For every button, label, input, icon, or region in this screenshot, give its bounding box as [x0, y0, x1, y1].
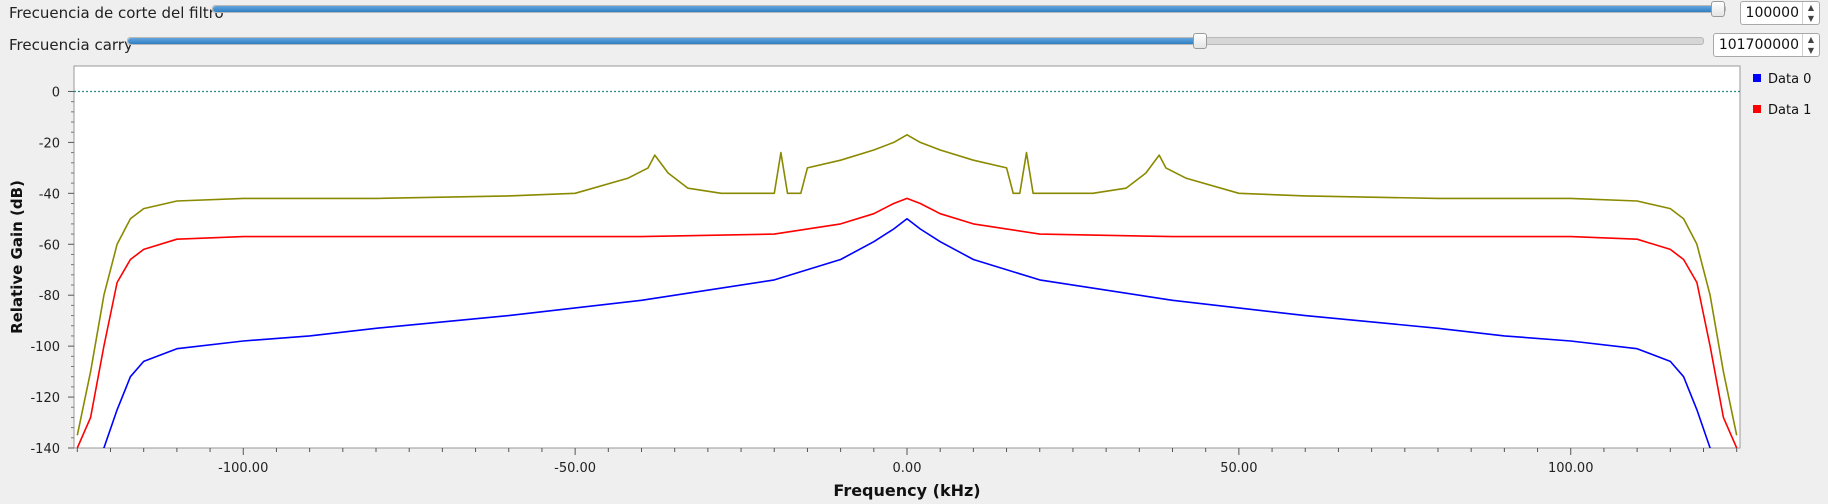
x-tick-label: 100.00	[1548, 461, 1594, 476]
x-axis: -100.00 -50.00 0.00 50.00 100.00	[76, 448, 1738, 476]
carry-spin-buttons: ▲ ▼	[1802, 34, 1819, 56]
x-axis-label: Frequency (kHz)	[833, 481, 980, 500]
cutoff-slider-handle[interactable]	[1711, 1, 1726, 17]
x-tick-label: -100.00	[218, 461, 268, 476]
spin-up-arrow-icon[interactable]: ▲	[1807, 3, 1815, 12]
y-tick-label: -100	[30, 340, 60, 355]
carry-spinbox[interactable]: 101700000 ▲ ▼	[1713, 33, 1820, 57]
cutoff-slider[interactable]	[212, 1, 1726, 17]
legend: Data 0 Data 1	[1753, 72, 1811, 118]
x-tick-label: 50.00	[1220, 461, 1257, 476]
series-line-0	[76, 134, 1738, 436]
cutoff-label: Frecuencia de corte del filtro	[9, 4, 224, 22]
y-tick-label: 0	[52, 85, 60, 100]
legend-entry: Data 1	[1768, 103, 1811, 118]
cutoff-value[interactable]: 100000	[1745, 5, 1799, 21]
carry-value[interactable]: 101700000	[1718, 37, 1799, 53]
spin-down-arrow-icon[interactable]: ▼	[1807, 46, 1815, 55]
legend-swatch	[1753, 105, 1761, 113]
frequency-plot[interactable]: 0 -20 -40 -60 -80 -100 -120 -140 -100.00 -50.00 0…	[0, 62, 1828, 504]
spin-down-arrow-icon[interactable]: ▼	[1807, 14, 1815, 23]
x-tick-label: -50.00	[554, 461, 596, 476]
y-tick-label: -80	[39, 289, 60, 304]
series-line-2	[102, 218, 1712, 448]
y-tick-label: -20	[39, 136, 60, 151]
carry-control-row: Frecuencia carry 101700000 ▲ ▼	[0, 32, 1828, 62]
carry-slider-fill	[128, 38, 1199, 44]
spin-up-arrow-icon[interactable]: ▲	[1807, 35, 1815, 44]
carry-slider-handle[interactable]	[1193, 33, 1207, 49]
y-axis-label: Relative Gain (dB)	[8, 180, 26, 334]
legend-swatch	[1753, 74, 1761, 82]
series-line-1	[76, 197, 1738, 448]
y-tick-label: -120	[30, 391, 60, 406]
y-tick-label: -40	[39, 187, 60, 202]
y-tick-label: -60	[39, 238, 60, 253]
cutoff-spinbox[interactable]: 100000 ▲ ▼	[1740, 1, 1820, 25]
cutoff-control-row: Frecuencia de corte del filtro 100000 ▲ …	[0, 0, 1828, 30]
y-tick-label: -140	[30, 442, 60, 457]
series-group	[76, 134, 1738, 448]
carry-slider[interactable]	[127, 33, 1704, 49]
cutoff-slider-fill	[213, 6, 1718, 12]
plot-canvas	[73, 65, 1741, 449]
carry-label: Frecuencia carry	[9, 36, 133, 54]
cutoff-spin-buttons: ▲ ▼	[1802, 2, 1819, 24]
legend-entry: Data 0	[1768, 72, 1811, 87]
y-axis: 0 -20 -40 -60 -80 -100 -120 -140	[30, 85, 74, 457]
x-tick-label: 0.00	[893, 461, 922, 476]
